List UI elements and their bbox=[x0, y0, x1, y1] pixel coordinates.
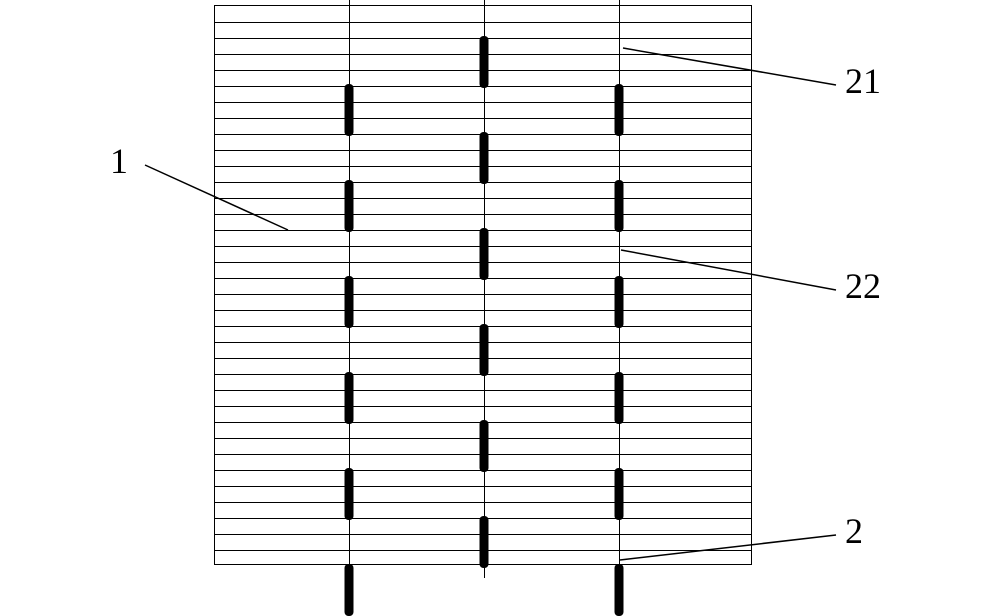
solder-pad bbox=[480, 516, 489, 568]
solder-pad bbox=[480, 132, 489, 184]
finger-line bbox=[215, 310, 751, 311]
finger-line bbox=[215, 390, 751, 391]
finger-line bbox=[215, 102, 751, 103]
solder-pad bbox=[615, 180, 624, 232]
finger-line bbox=[215, 502, 751, 503]
finger-line bbox=[215, 486, 751, 487]
finger-line bbox=[215, 214, 751, 215]
solder-pad bbox=[615, 468, 624, 520]
ref-label: 2 bbox=[845, 510, 863, 552]
solder-pad bbox=[345, 564, 354, 616]
finger-line bbox=[215, 406, 751, 407]
figure-canvas: 121222 bbox=[0, 0, 1000, 590]
solder-pad bbox=[480, 228, 489, 280]
solder-pad bbox=[615, 84, 624, 136]
finger-line bbox=[215, 198, 751, 199]
solder-pad bbox=[345, 180, 354, 232]
solder-pad bbox=[480, 420, 489, 472]
solder-pad bbox=[345, 468, 354, 520]
cell-grid-area bbox=[214, 5, 752, 565]
finger-line bbox=[215, 294, 751, 295]
ref-label: 21 bbox=[845, 60, 881, 102]
ref-label: 1 bbox=[110, 140, 128, 182]
solder-pad bbox=[345, 276, 354, 328]
finger-line bbox=[215, 118, 751, 119]
finger-line bbox=[215, 22, 751, 23]
solder-pad bbox=[480, 36, 489, 88]
solder-pad bbox=[615, 564, 624, 616]
solder-pad bbox=[345, 372, 354, 424]
solder-pad bbox=[615, 276, 624, 328]
solder-pad bbox=[615, 372, 624, 424]
solder-pad bbox=[345, 84, 354, 136]
solder-pad bbox=[480, 324, 489, 376]
ref-label: 22 bbox=[845, 265, 881, 307]
